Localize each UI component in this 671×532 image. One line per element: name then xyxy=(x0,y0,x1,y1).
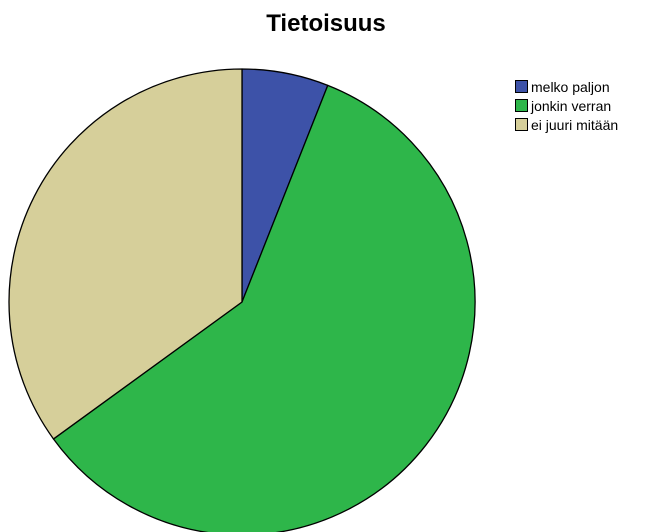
legend-swatch xyxy=(515,99,528,112)
legend-item-melko-paljon: melko paljon xyxy=(515,77,618,96)
chart-title: Tietoisuus xyxy=(266,10,386,37)
legend-item-ei-juuri-mitaan: ei juuri mitään xyxy=(515,115,618,134)
legend: melko paljon jonkin verran ei juuri mitä… xyxy=(515,77,618,134)
legend-swatch xyxy=(515,118,528,131)
pie-slices xyxy=(8,68,476,532)
legend-swatch xyxy=(515,80,528,93)
legend-label: ei juuri mitään xyxy=(531,116,619,133)
legend-item-jonkin-verran: jonkin verran xyxy=(515,96,618,115)
legend-label: melko paljon xyxy=(531,78,610,95)
pie-slice-jonkin-verran xyxy=(52,84,476,532)
legend-label: jonkin verran xyxy=(531,97,612,114)
pie-slice-ei-juuri-mitään xyxy=(8,68,243,440)
